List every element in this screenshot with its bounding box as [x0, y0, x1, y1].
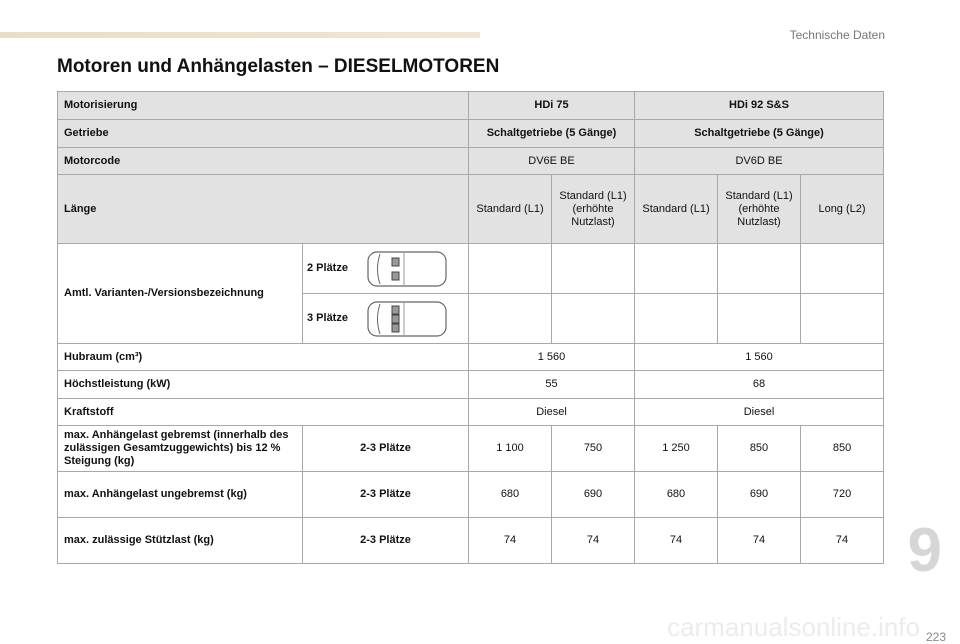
cell [551, 243, 635, 294]
cell: 850 [717, 425, 801, 472]
cell: 1 560 [633, 343, 885, 371]
row: Hubraum (cm³) 1 560 1 560 [57, 343, 885, 371]
section-title: Technische Daten [789, 28, 885, 42]
row: max. Anhängelast ungebremst (kg) 2-3 Plä… [57, 471, 885, 518]
spec-table: Motorisierung HDi 75 HDi 92 S&S Getriebe… [57, 91, 885, 564]
cell: 690 [551, 471, 635, 518]
cell: 74 [551, 517, 635, 564]
cell: Amtl. Varianten-/Versionsbezeichnung [57, 243, 303, 344]
row: Länge Standard (L1) Standard (L1) (erhöh… [57, 174, 885, 244]
cell [799, 293, 885, 344]
row: max. zulässige Stützlast (kg) 2-3 Plätze… [57, 517, 885, 564]
cell: 750 [551, 425, 635, 472]
cell: 2-3 Plätze [302, 517, 469, 564]
page-title: Motoren und Anhängelasten – DIESELMOTORE… [57, 56, 500, 77]
cell: Schaltgetriebe (5 Gänge) [633, 119, 885, 148]
cell [717, 293, 801, 344]
cell [468, 293, 552, 344]
header-bar [0, 32, 480, 38]
row: Motorcode DV6E BE DV6D BE [57, 147, 885, 175]
page-number: 223 [925, 630, 946, 644]
row: Kraftstoff Diesel Diesel [57, 398, 885, 426]
cell: max. zulässige Stützlast (kg) [57, 517, 303, 564]
cell [468, 243, 552, 294]
cell [717, 243, 801, 294]
cell: Standard (L1) (erhöhte Nutzlast) [717, 174, 801, 244]
seat-variant: 3 Plätze [307, 299, 464, 339]
seat-label: 3 Plätze [307, 312, 348, 324]
row: 3 Plätze [58, 293, 885, 344]
seat-variant: 2 Plätze [307, 249, 464, 289]
cell: Höchstleistung (kW) [57, 370, 469, 399]
cell: 2 Plätze [302, 243, 469, 294]
cell: Schaltgetriebe (5 Gänge) [468, 119, 635, 148]
van-icon [367, 300, 447, 337]
cell [551, 293, 635, 344]
cell: 1 250 [634, 425, 718, 472]
cell: 55 [468, 370, 635, 399]
cell: DV6E BE [468, 147, 635, 175]
cell: 1 100 [468, 425, 552, 472]
watermark: carmanualsonline.info [667, 612, 920, 642]
cell: Getriebe [57, 119, 469, 148]
cell: Diesel [633, 398, 885, 426]
cell: 850 [799, 425, 885, 472]
seat-label: 2 Plätze [307, 262, 348, 274]
cell: Hubraum (cm³) [57, 343, 469, 371]
cell: DV6D BE [633, 147, 885, 175]
cell: 3 Plätze [302, 293, 469, 344]
cell: 2-3 Plätze [302, 425, 469, 472]
cell: 680 [468, 471, 552, 518]
cell: 74 [717, 517, 801, 564]
cell [634, 243, 718, 294]
cell [634, 293, 718, 344]
cell: Länge [57, 174, 469, 244]
cell: 720 [799, 471, 885, 518]
cell: 690 [717, 471, 801, 518]
cell: 74 [634, 517, 718, 564]
cell: 680 [634, 471, 718, 518]
cell: HDi 75 [468, 91, 635, 120]
row: Getriebe Schaltgetriebe (5 Gänge) Schalt… [57, 119, 885, 148]
cell: HDi 92 S&S [633, 91, 885, 120]
cell: Motorcode [57, 147, 469, 175]
cell: 1 560 [468, 343, 635, 371]
cell: 68 [633, 370, 885, 399]
cell: Standard (L1) (erhöhte Nutzlast) [551, 174, 635, 244]
cell: max. Anhängelast ungebremst (kg) [57, 471, 303, 518]
cell: Standard (L1) [468, 174, 552, 244]
cell: Standard (L1) [634, 174, 718, 244]
cell: Kraftstoff [57, 398, 469, 426]
cell: 74 [468, 517, 552, 564]
row: max. Anhängelast gebremst (innerhalb des… [57, 425, 885, 472]
cell: max. Anhängelast gebremst (innerhalb des… [57, 425, 303, 472]
row: Amtl. Varianten-/Versionsbezeichnung 2 P… [57, 243, 885, 344]
cell: 2-3 Plätze [302, 471, 469, 518]
row: Motorisierung HDi 75 HDi 92 S&S [57, 91, 885, 120]
chapter-number: 9 [907, 516, 942, 585]
cell: Long (L2) [799, 174, 885, 244]
cell: 74 [799, 517, 885, 564]
van-icon [367, 250, 447, 287]
cell: Motorisierung [57, 91, 469, 120]
row: Höchstleistung (kW) 55 68 [57, 370, 885, 399]
cell [799, 243, 885, 294]
cell: Diesel [468, 398, 635, 426]
